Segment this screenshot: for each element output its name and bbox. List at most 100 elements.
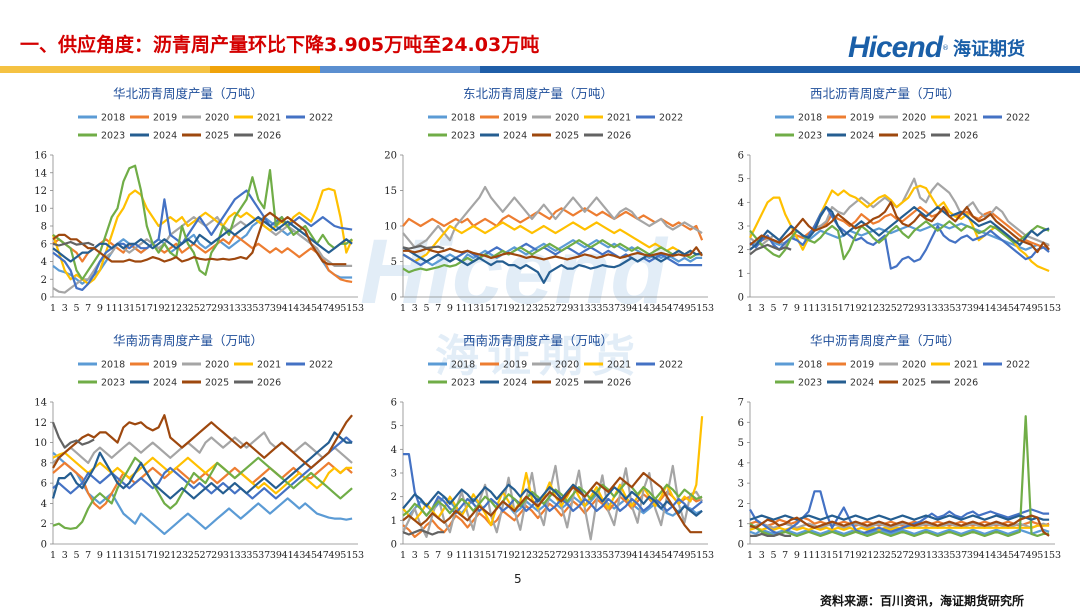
- legend-label-2022: 2022: [309, 360, 333, 371]
- legend-label-2024: 2024: [153, 131, 177, 142]
- y-tick-label: 6: [41, 479, 47, 490]
- x-tick-label: 1: [400, 550, 406, 561]
- series-line-2025: [52, 414, 353, 469]
- legend-label-2020: 2020: [555, 360, 579, 371]
- x-tick-label: 47: [317, 303, 329, 314]
- legend-label-2020: 2020: [205, 113, 229, 124]
- y-tick-label: 8: [41, 458, 47, 469]
- x-tick-label: 35: [596, 550, 608, 561]
- x-tick-label: 1: [50, 550, 56, 561]
- x-tick-label: 11: [456, 550, 468, 561]
- x-tick-label: 15: [129, 303, 141, 314]
- y-tick-label: 12: [34, 186, 47, 197]
- series-line-2026: [51, 421, 95, 449]
- legend-label-2024: 2024: [850, 131, 874, 142]
- legend-label-2019: 2019: [503, 360, 527, 371]
- series-line-2026: [402, 244, 445, 250]
- x-tick-label: 49: [678, 550, 690, 561]
- x-tick-label: 13: [814, 303, 826, 314]
- x-tick-label: 33: [585, 303, 597, 314]
- y-tick-label: 4: [41, 499, 47, 510]
- x-tick-label: 17: [491, 303, 503, 314]
- legend-label-2024: 2024: [503, 378, 527, 389]
- y-tick-label: 0: [738, 540, 744, 551]
- x-tick-label: 37: [955, 303, 967, 314]
- chart-title: 西南沥青周度产量（万吨）: [462, 333, 613, 348]
- legend-label-2025: 2025: [555, 131, 579, 142]
- header-stripe-blue-dark: [480, 66, 1080, 73]
- legend-label-2026: 2026: [607, 378, 631, 389]
- series-line-2023: [749, 415, 1050, 537]
- x-tick-label: 35: [596, 303, 608, 314]
- y-tick-label: 4: [738, 458, 744, 469]
- series-line-2020: [402, 464, 704, 541]
- series-line-2022: [749, 206, 1050, 270]
- chart-huanan: 华南沥青周度产量（万吨） 2018 2019 2020 2021 2022 2023 202…: [10, 322, 366, 567]
- x-tick-label: 39: [620, 303, 632, 314]
- y-tick-label: 16: [34, 151, 47, 162]
- source-note: 资料来源：百川资讯，海证期货研究所: [820, 594, 1025, 608]
- x-tick-label: 25: [538, 550, 550, 561]
- x-tick-label: 51: [690, 550, 702, 561]
- x-tick-label: 31: [920, 550, 932, 561]
- x-tick-label: 31: [223, 550, 235, 561]
- y-tick-label: 5: [738, 174, 744, 185]
- x-tick-label: 29: [211, 303, 223, 314]
- x-tick-label: 23: [526, 550, 538, 561]
- series-line-2025: [403, 246, 704, 261]
- x-tick-label: 27: [199, 303, 211, 314]
- x-tick-label: 39: [620, 550, 632, 561]
- y-tick-label: 12: [34, 418, 47, 429]
- x-tick-label: 37: [258, 303, 270, 314]
- series-line-2025: [52, 211, 347, 266]
- x-tick-label: 17: [141, 303, 153, 314]
- x-tick-label: 25: [885, 550, 897, 561]
- x-tick-label: 21: [164, 303, 176, 314]
- y-tick-label: 2: [738, 245, 744, 256]
- chart-xibei: 西北沥青周度产量（万吨） 2018 2019 2020 2021 2022 2023 202…: [707, 75, 1063, 320]
- x-tick-label: 23: [873, 303, 885, 314]
- y-tick-label: 0: [391, 293, 397, 304]
- x-tick-label: 43: [293, 550, 305, 561]
- x-tick-label: 43: [643, 303, 655, 314]
- x-tick-label: 13: [467, 303, 479, 314]
- y-tick-label: 2: [738, 499, 744, 510]
- y-tick-label: 10: [34, 204, 47, 215]
- y-tick-label: 7: [738, 398, 744, 409]
- legend-label-2019: 2019: [153, 113, 177, 124]
- series-line-2025: [402, 471, 703, 534]
- series-line-2019: [402, 207, 704, 241]
- header-stripe-blue-light: [320, 66, 480, 73]
- series-line-2026: [402, 528, 445, 536]
- x-tick-label: 53: [702, 303, 714, 314]
- legend-label-2018: 2018: [451, 360, 475, 371]
- x-tick-label: 21: [861, 303, 873, 314]
- y-tick-label: 6: [738, 151, 744, 162]
- x-tick-label: 49: [328, 550, 340, 561]
- y-tick-label: 6: [738, 418, 744, 429]
- x-tick-label: 35: [246, 303, 258, 314]
- x-tick-label: 23: [176, 303, 188, 314]
- x-tick-label: 31: [920, 303, 932, 314]
- series-line-2024: [402, 483, 703, 517]
- legend-label-2021: 2021: [954, 113, 978, 124]
- x-tick-label: 17: [491, 550, 503, 561]
- legend-label-2023: 2023: [101, 131, 125, 142]
- x-tick-label: 51: [340, 550, 352, 561]
- y-tick-label: 6: [41, 239, 47, 250]
- x-tick-label: 53: [352, 303, 364, 314]
- page-number: 5: [514, 572, 522, 586]
- x-tick-label: 5: [770, 303, 776, 314]
- series-line-2023: [402, 239, 703, 274]
- y-tick-label: 2: [41, 519, 47, 530]
- y-tick-label: 6: [391, 398, 397, 409]
- x-tick-label: 11: [456, 303, 468, 314]
- chart-svg: 2018 2019 2020 2021 2022 2023 2024 2025 2026 0 2 4 6…: [34, 113, 364, 315]
- x-tick-label: 37: [258, 550, 270, 561]
- chart-dongbei: 东北沥青周度产量（万吨） 2018 2019 2020 2021 2022 2023 202…: [360, 75, 716, 320]
- x-tick-label: 21: [514, 550, 526, 561]
- x-tick-label: 31: [223, 303, 235, 314]
- legend-label-2021: 2021: [257, 360, 281, 371]
